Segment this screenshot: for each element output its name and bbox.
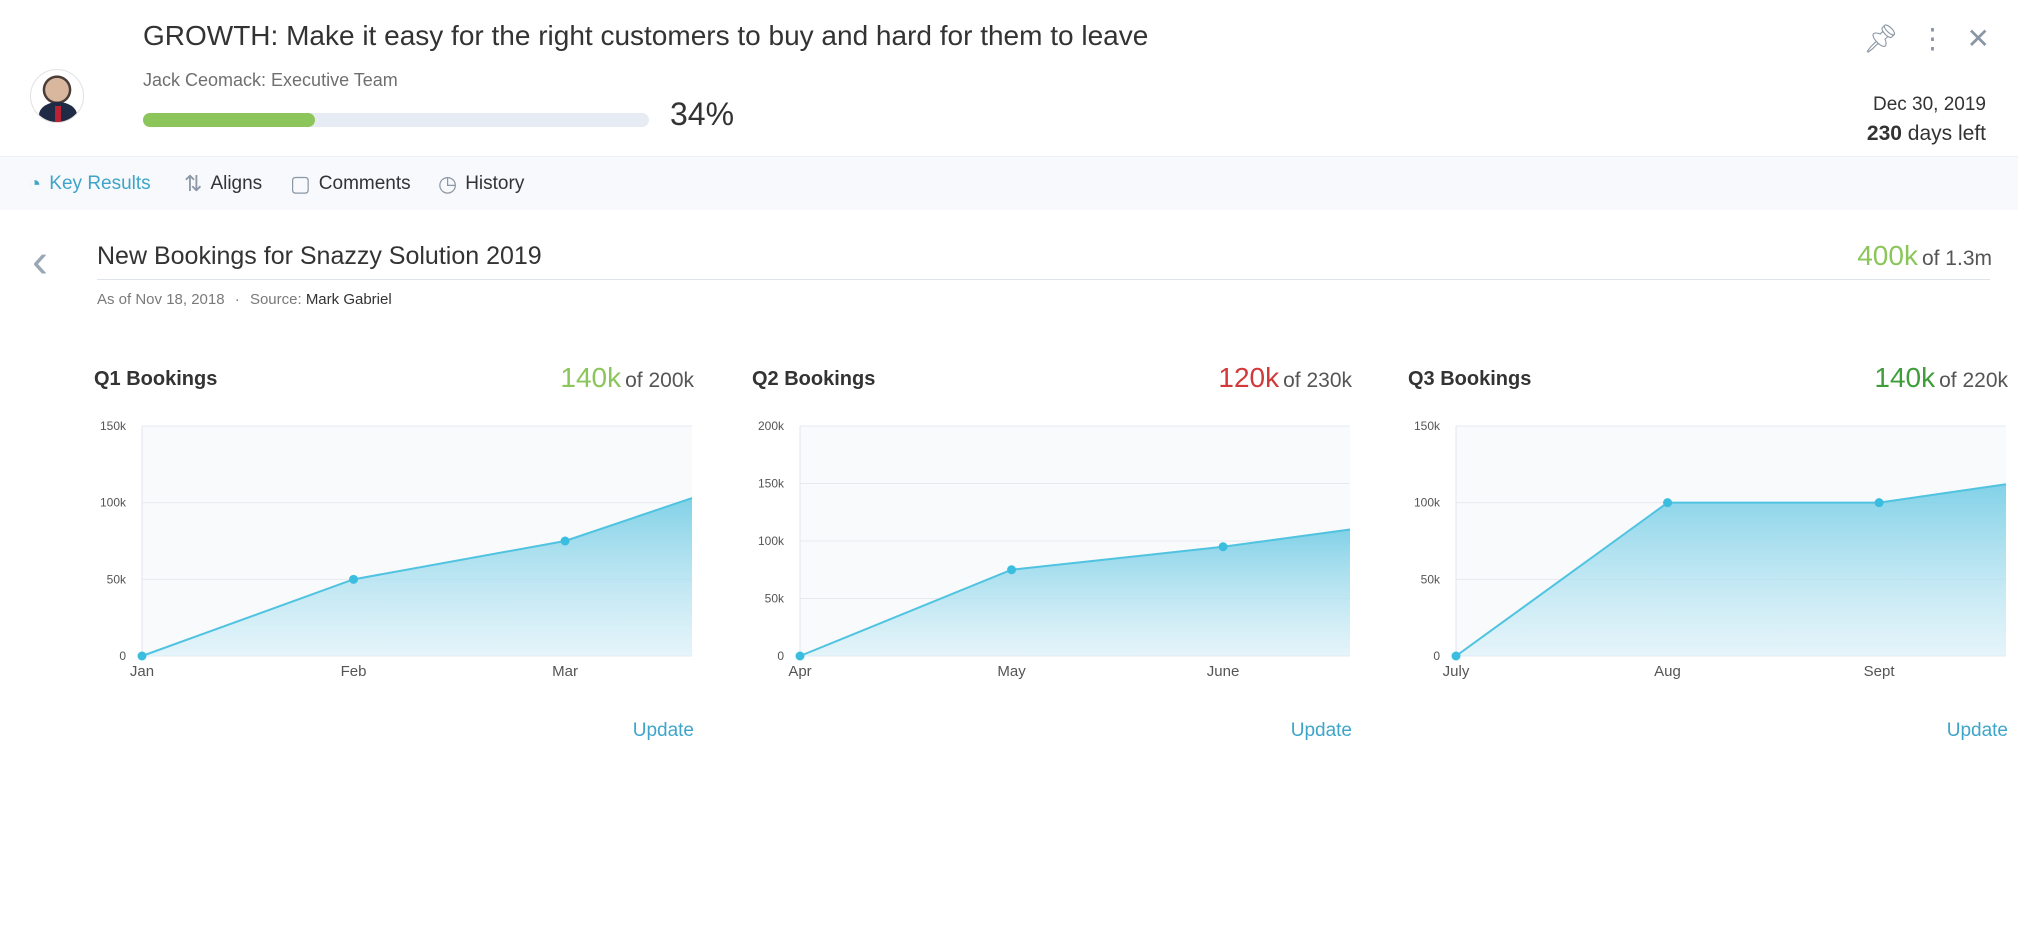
tab-comments[interactable]: ▢ Comments [290,171,411,197]
owner-avatar[interactable] [30,69,84,123]
objective-title: GROWTH: Make it easy for the right custo… [143,20,1149,51]
as-of-date: As of Nov 18, 2018 [97,291,225,308]
objective-owner[interactable]: Jack Ceomack: Executive Team [143,70,398,90]
chart-card-q3: Q3 Bookings 140k of 220k 0 50k 100k 150k July… [1408,360,2008,760]
chart-plot: 0 50k 100k 150k Jan Feb Mar [100,419,693,680]
chart-current-value: 140k [1874,362,1936,393]
days-left: 230 days left [1867,122,1986,146]
chart-title: Q1 Bookings [94,368,218,390]
source-label: Source: [249,291,302,308]
x-tick-label: May [997,663,1026,680]
tab-label: Aligns [210,173,263,194]
x-tick-label: Sept [1864,663,1896,680]
chart-target-value: of 200k [625,369,694,392]
tab-label: Key Results [49,173,151,194]
y-tick-label: 200k [758,419,785,433]
update-button[interactable]: Update [632,720,694,741]
key-result-current: 400k [1857,240,1918,271]
data-point [1663,498,1673,508]
align-arrows-icon: ⇅ [184,171,203,196]
chart-title: Q3 Bookings [1408,368,1532,390]
source-name[interactable]: Mark Gabriel [305,291,392,308]
y-tick-label: 100k [100,496,127,510]
pin-icon[interactable]: 📌︎ [1862,23,1899,54]
y-tick-label: 50k [1421,572,1441,586]
clock-icon: ◷ [438,171,458,196]
chart-value: 120k of 230k [1218,362,1352,394]
meta-separator: · [234,291,240,308]
x-tick-label: June [1207,663,1240,680]
header-actions: 📌︎ ⋮ ✕ [1863,24,1990,54]
update-button[interactable]: Update [1290,720,1352,741]
tab-history[interactable]: ◷ History [438,171,524,197]
update-button[interactable]: Update [1946,720,2008,741]
due-date: Dec 30, 2019 [1872,94,1986,115]
data-point [1007,565,1017,575]
y-tick-label: 0 [1433,649,1440,663]
y-tick-label: 50k [107,572,127,586]
key-result-title: New Bookings for Snazzy Solution 2019 [97,242,542,270]
chart-current-value: 140k [560,362,622,393]
area-fill [1456,484,2006,656]
chart-card-q1: Q1 Bookings 140k of 200k 0 50k 100k 150k Jan F… [94,360,694,760]
chart-target-value: of 220k [1939,369,2008,392]
y-tick-label: 150k [100,419,127,433]
chart-current-value: 120k [1218,362,1280,393]
series-line [799,528,1351,657]
x-tick-label: Aug [1654,663,1681,680]
chart-plot: 0 50k 100k 150k 200k Apr May June [758,419,1351,680]
tab-aligns[interactable]: ⇅ Aligns [184,171,262,197]
days-left-label: days left [1907,122,1986,145]
tab-label: History [465,173,525,194]
x-tick-label: Mar [552,663,578,680]
y-tick-label: 0 [119,649,126,663]
tab-bar: ◔ Key Results ⇅ Aligns ▢ Comments ◷ Hist… [0,156,2018,210]
key-result-value: 400k of 1.3m [1857,240,1992,272]
y-tick-label: 100k [1414,496,1441,510]
chart-target-value: of 230k [1283,369,1352,392]
y-tick-label: 100k [758,534,785,548]
series-line [141,497,693,657]
x-tick-label: Feb [341,663,367,680]
data-point [560,536,570,546]
more-vertical-icon[interactable]: ⋮ [1918,23,1947,54]
tab-label: Comments [318,173,411,194]
series-line [1455,483,2007,657]
y-tick-label: 150k [758,477,785,491]
y-tick-label: 50k [765,592,785,606]
x-tick-label: Jan [130,663,154,680]
divider [97,279,1990,280]
data-point [1451,651,1461,661]
x-tick-label: Apr [788,663,811,680]
avatar-tie [55,106,61,122]
chart-plot: 0 50k 100k 150k July Aug Sept [1414,419,2007,680]
data-point [349,574,359,584]
objective-progress-fill [143,113,316,127]
data-point [1218,542,1228,552]
y-tick-label: 0 [777,649,784,663]
x-tick-label: July [1443,663,1470,680]
data-point [1874,498,1884,508]
comment-icon: ▢ [290,171,311,196]
area-fill [142,498,692,656]
key-result-meta: As of Nov 18, 2018 · Source: Mark Gabrie… [97,291,392,308]
key-result-target: of 1.3m [1921,247,1992,270]
tab-key-results[interactable]: ◔ Key Results [28,171,151,197]
data-point [137,651,147,661]
data-point [795,651,805,661]
chart-card-q2: Q2 Bookings 120k of 230k 0 50k 100k 150k 200k… [752,360,1352,760]
objective-progress-percent: 34% [670,96,735,132]
back-chevron-icon[interactable]: ‹ [32,235,48,288]
y-tick-label: 150k [1414,419,1441,433]
chart-value: 140k of 200k [560,362,694,394]
pie-chart-icon: ◔ [28,171,42,196]
chart-title: Q2 Bookings [752,368,876,390]
chart-value: 140k of 220k [1874,362,2008,394]
area-fill [800,529,1350,656]
close-icon[interactable]: ✕ [1966,23,1990,54]
days-left-count: 230 [1866,122,1902,145]
objective-progress-bar [143,113,649,127]
